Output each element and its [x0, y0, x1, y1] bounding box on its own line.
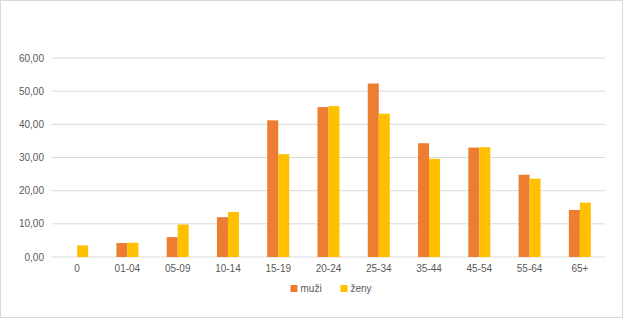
- bar: [217, 217, 228, 257]
- bar: [329, 106, 340, 257]
- legend-label: ženy: [351, 283, 372, 294]
- bar: [278, 154, 289, 257]
- y-tick-label: 40,00: [19, 119, 44, 130]
- bar: [77, 245, 88, 257]
- bar: [429, 159, 440, 257]
- y-tick-label: 20,00: [19, 185, 44, 196]
- legend: muži ženy: [291, 283, 372, 294]
- x-tick-label: 45-54: [467, 263, 493, 274]
- bar: [418, 143, 429, 257]
- bar: [379, 114, 390, 257]
- bar: [530, 179, 541, 257]
- bar: [116, 243, 127, 257]
- bars: [77, 84, 591, 257]
- bar: [318, 107, 329, 257]
- bar: [519, 175, 530, 257]
- y-tick-label: 50,00: [19, 86, 44, 97]
- x-tick-label: 15-19: [265, 263, 291, 274]
- chart-frame: [1, 1, 623, 318]
- x-tick-label: 20-24: [316, 263, 342, 274]
- y-tick-label: 10,00: [19, 218, 44, 229]
- x-tick-label: 01-04: [115, 263, 141, 274]
- bar: [228, 212, 239, 257]
- grid-line: [52, 91, 605, 92]
- bar: [368, 84, 379, 257]
- y-tick-label: 30,00: [19, 152, 44, 163]
- bar: [167, 237, 178, 257]
- bar: [127, 243, 138, 257]
- x-tick-label: 25-34: [366, 263, 392, 274]
- x-tick-label: 10-14: [215, 263, 241, 274]
- x-tick-label: 05-09: [165, 263, 191, 274]
- bar: [468, 148, 479, 257]
- x-tick-label: 55-64: [517, 263, 543, 274]
- bar: [580, 203, 591, 257]
- bar: [479, 147, 490, 257]
- y-tick-label: 0,00: [25, 252, 45, 263]
- legend-label: muži: [301, 283, 322, 294]
- y-tick-label: 60,00: [19, 53, 44, 64]
- bar: [267, 120, 278, 257]
- legend-swatch: [291, 285, 298, 292]
- legend-swatch: [341, 285, 348, 292]
- x-tick-label: 35-44: [416, 263, 442, 274]
- chart: 0,00 10,00 20,00 30,00 40,00 50,00 60,00 0 01-04…: [0, 0, 625, 321]
- x-tick-label: 0: [74, 263, 80, 274]
- bar: [569, 210, 580, 257]
- bar: [178, 224, 189, 257]
- grid-line: [52, 58, 605, 59]
- x-tick-label: 65+: [571, 263, 588, 274]
